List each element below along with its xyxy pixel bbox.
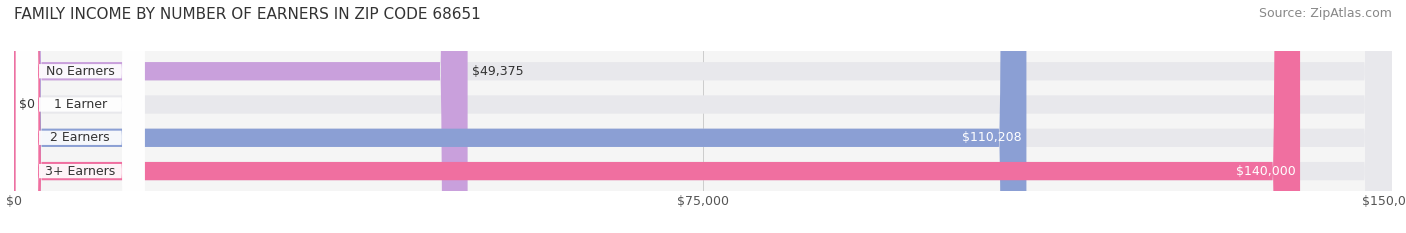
FancyBboxPatch shape [14,0,1392,233]
Text: No Earners: No Earners [46,65,114,78]
Text: $110,208: $110,208 [962,131,1022,144]
FancyBboxPatch shape [14,0,468,233]
FancyBboxPatch shape [15,0,145,233]
Text: $140,000: $140,000 [1236,164,1295,178]
Text: 3+ Earners: 3+ Earners [45,164,115,178]
FancyBboxPatch shape [14,0,1301,233]
FancyBboxPatch shape [15,0,145,233]
Text: $49,375: $49,375 [472,65,524,78]
Text: FAMILY INCOME BY NUMBER OF EARNERS IN ZIP CODE 68651: FAMILY INCOME BY NUMBER OF EARNERS IN ZI… [14,7,481,22]
FancyBboxPatch shape [14,0,1392,233]
Text: Source: ZipAtlas.com: Source: ZipAtlas.com [1258,7,1392,20]
Text: 2 Earners: 2 Earners [51,131,110,144]
FancyBboxPatch shape [14,0,1392,233]
FancyBboxPatch shape [15,0,145,233]
Text: $0: $0 [18,98,35,111]
FancyBboxPatch shape [14,0,1026,233]
FancyBboxPatch shape [14,0,1392,233]
FancyBboxPatch shape [15,0,145,233]
Text: 1 Earner: 1 Earner [53,98,107,111]
